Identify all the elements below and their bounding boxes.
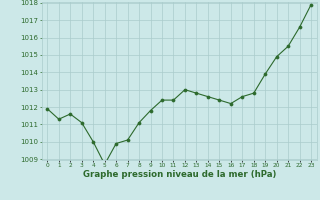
X-axis label: Graphe pression niveau de la mer (hPa): Graphe pression niveau de la mer (hPa) <box>83 170 276 179</box>
